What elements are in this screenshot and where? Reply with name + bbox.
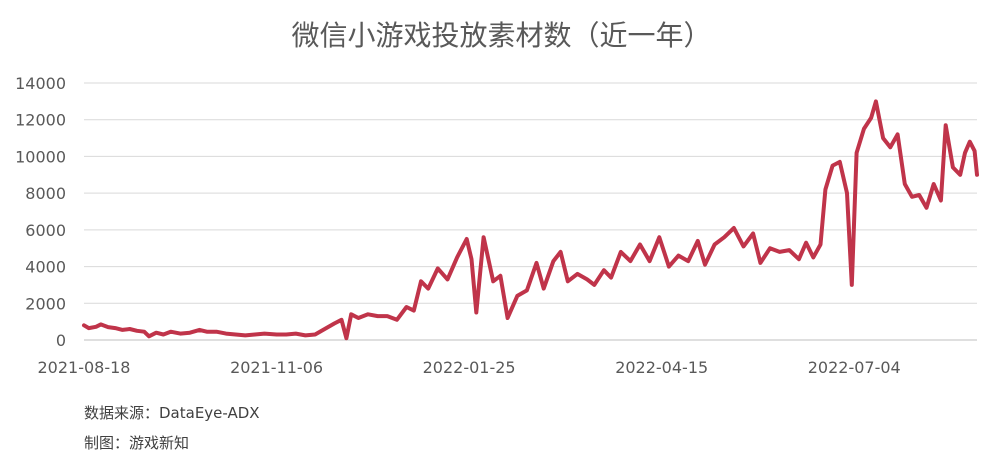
y-tick-label: 2000: [25, 294, 66, 313]
y-tick-label: 12000: [15, 111, 66, 130]
x-tick-label: 2022-01-25: [423, 358, 516, 377]
y-tick-label: 4000: [25, 258, 66, 277]
y-tick-label: 6000: [25, 221, 66, 240]
data-source: 数据来源：DataEye-ADX: [84, 404, 260, 422]
y-tick-label: 14000: [15, 74, 66, 93]
y-tick-label: 10000: [15, 147, 66, 166]
x-tick-label: 2022-04-15: [615, 358, 708, 377]
x-tick-label: 2022-07-04: [808, 358, 901, 377]
x-tick-label: 2021-08-18: [38, 358, 131, 377]
chart-title: 微信小游戏投放素材数（近一年）: [291, 19, 712, 52]
series-line: [82, 99, 979, 341]
x-tick-label: 2021-11-06: [230, 358, 323, 377]
y-tick-label: 0: [56, 331, 66, 350]
line-chart: 0 2000 4000 6000 8000 10000 12000 14000 2021-08…: [15, 74, 979, 377]
chart-credit: 制图：游戏新知: [84, 434, 190, 452]
gridlines: [84, 82, 977, 341]
y-tick-label: 8000: [25, 184, 66, 203]
y-axis: 0 2000 4000 6000 8000 10000 12000 14000: [15, 74, 66, 350]
x-axis: 2021-08-18 2021-11-06 2022-01-25 2022-04-15…: [38, 358, 901, 377]
